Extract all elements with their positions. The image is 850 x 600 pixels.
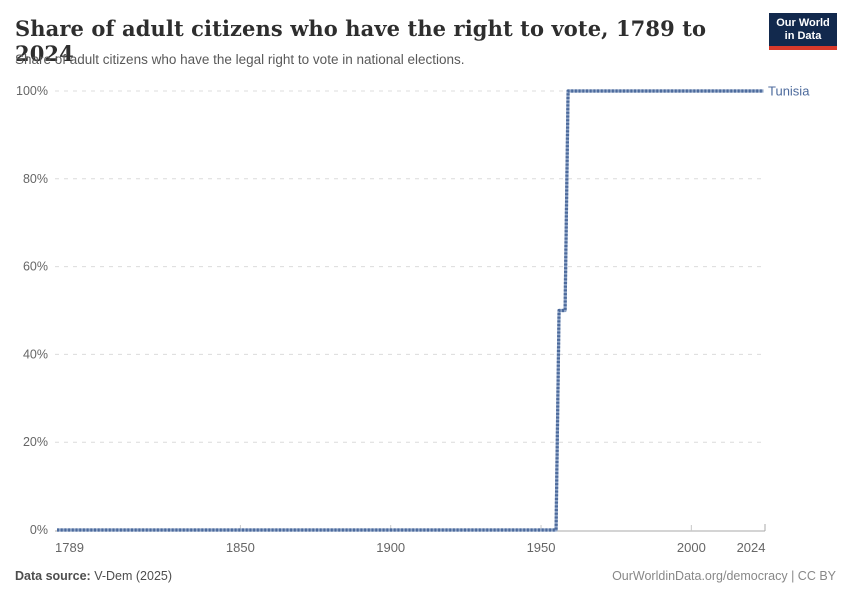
- y-tick-label: 0%: [30, 523, 48, 537]
- y-tick-label: 60%: [23, 260, 48, 274]
- owid-logo-line1: Our World: [776, 17, 830, 29]
- x-tick-label: 1900: [376, 540, 405, 555]
- x-tick-label: 1789: [55, 540, 84, 555]
- y-tick-label: 100%: [16, 84, 48, 98]
- chart-title: Share of adult citizens who have the rig…: [15, 16, 707, 66]
- x-tick-label: 2024: [737, 540, 766, 555]
- series-line-base: [57, 89, 764, 532]
- series-line-markers: [57, 89, 764, 532]
- chart-subtitle: Share of adult citizens who have the leg…: [15, 52, 465, 67]
- data-source-note: Data source: V-Dem (2025): [15, 569, 172, 583]
- owid-logo-line2: in Data: [784, 30, 822, 42]
- y-tick-label: 20%: [23, 435, 48, 449]
- owid-logo[interactable]: Our World in Data: [769, 13, 837, 50]
- y-tick-label: 40%: [23, 347, 48, 361]
- y-tick-label: 80%: [23, 172, 48, 186]
- x-tick-label: 1950: [527, 540, 556, 555]
- x-tick-label: 2000: [677, 540, 706, 555]
- data-source-value: V-Dem (2025): [94, 569, 173, 583]
- x-tick-label: 1850: [226, 540, 255, 555]
- series-end-label: Tunisia: [768, 84, 810, 99]
- attribution-link[interactable]: OurWorldinData.org/democracy | CC BY: [612, 569, 836, 583]
- data-source-label: Data source:: [15, 569, 91, 583]
